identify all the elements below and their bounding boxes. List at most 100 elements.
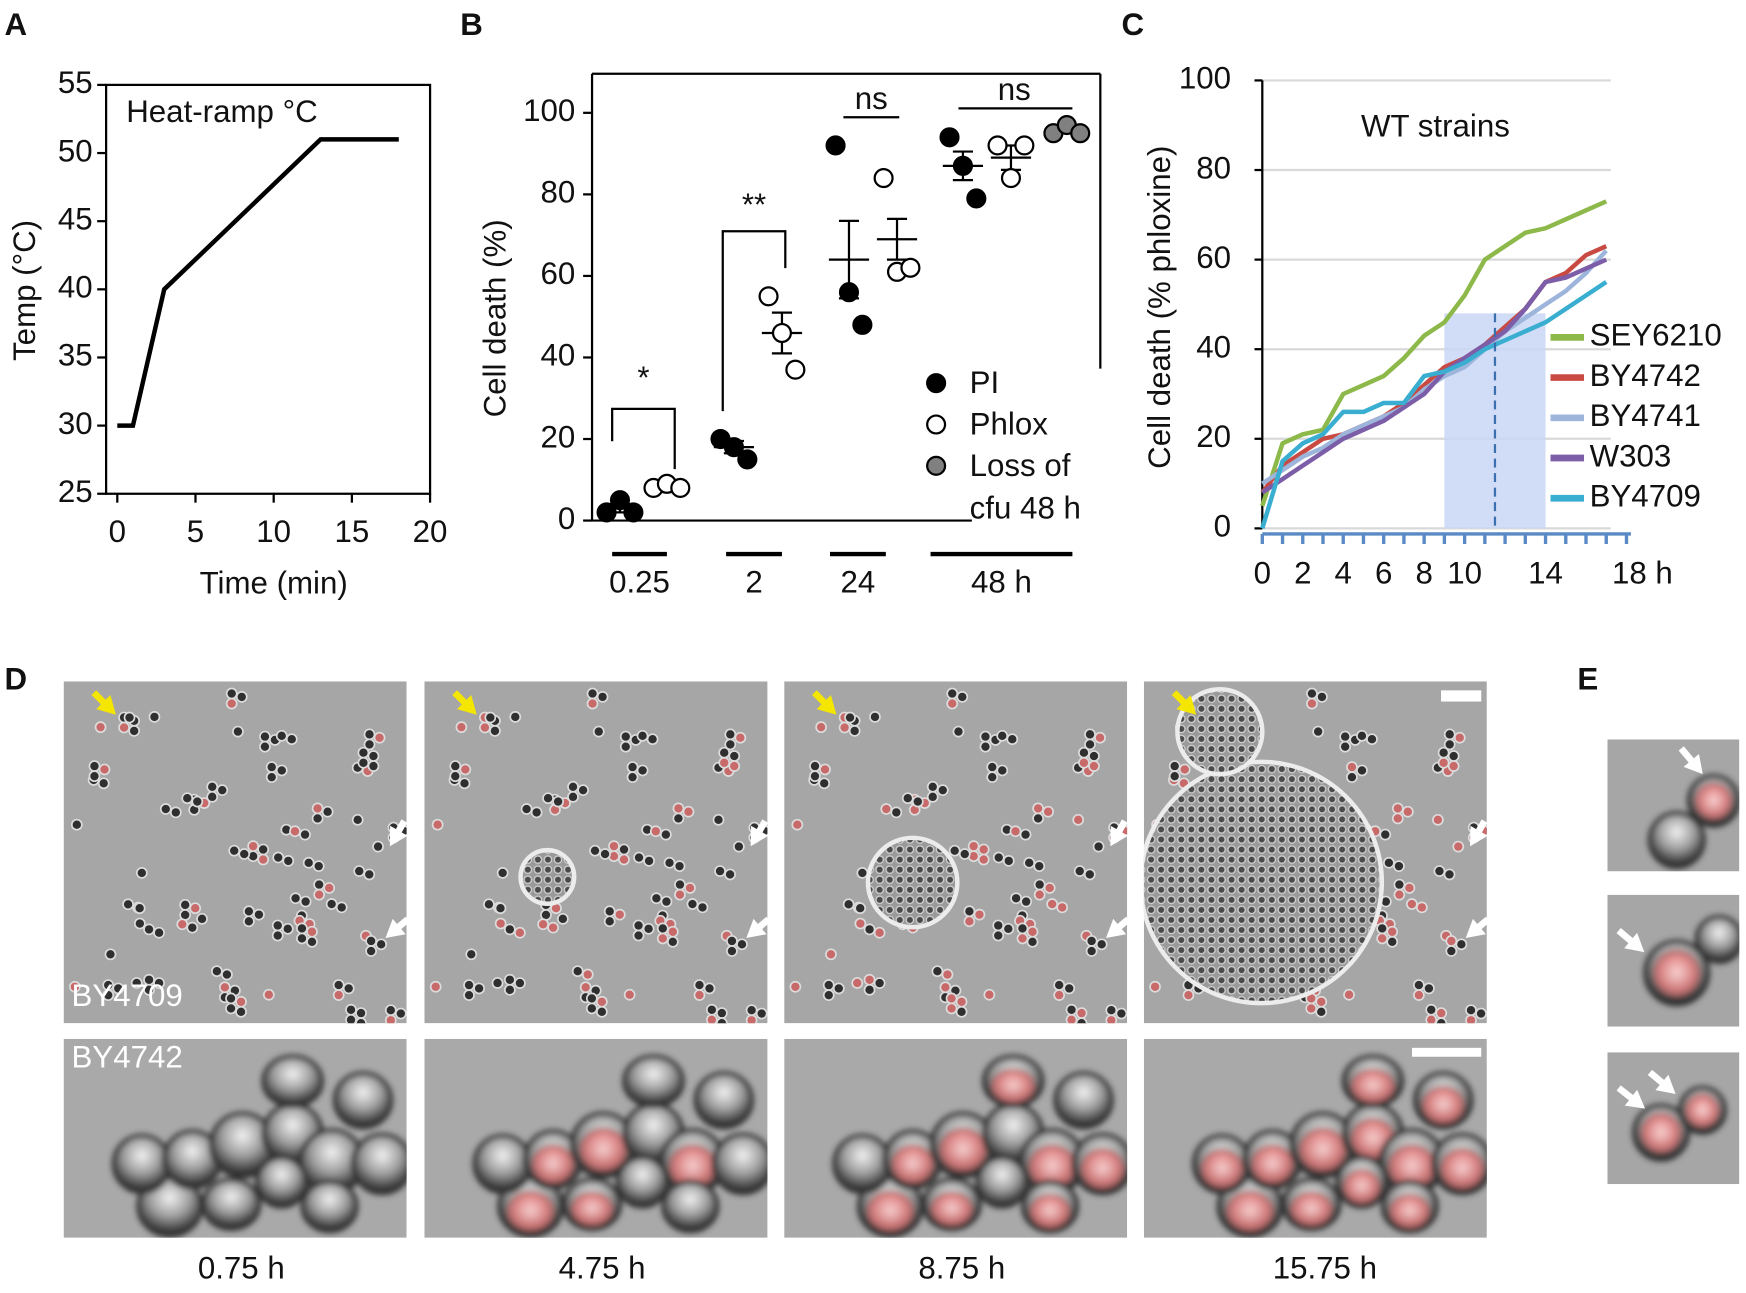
cell [936, 784, 949, 797]
cell [873, 926, 886, 939]
cell [832, 1133, 893, 1195]
data-point [758, 286, 779, 307]
cell [225, 992, 237, 1005]
cell [911, 795, 924, 808]
cell [703, 982, 716, 995]
cell [693, 1071, 755, 1130]
cell [963, 915, 976, 928]
cell [1026, 935, 1039, 948]
cell [384, 1004, 397, 1017]
cell [1009, 825, 1022, 838]
cell [1694, 914, 1740, 965]
cell [342, 982, 355, 995]
panel-label: E [1577, 662, 1598, 697]
cell [540, 909, 552, 921]
cell [711, 1132, 768, 1196]
data-point [623, 502, 644, 523]
panel-label: B [460, 7, 483, 42]
cell [724, 868, 736, 881]
cell [1432, 813, 1444, 826]
inset-image [1607, 894, 1740, 1027]
cell [1083, 868, 1096, 881]
cell [321, 805, 334, 818]
cell [586, 697, 599, 710]
cell [854, 902, 867, 915]
cell [819, 763, 831, 776]
cell [1452, 840, 1465, 853]
y-tick-label: 35 [58, 338, 93, 373]
cell [939, 981, 952, 994]
legend-label: W303 [1590, 438, 1672, 473]
stained-cell [1201, 1148, 1244, 1189]
cell [1401, 805, 1414, 818]
cell [863, 923, 876, 936]
cell [530, 806, 543, 819]
cell [1386, 935, 1399, 948]
cell [1316, 691, 1328, 703]
cell [1002, 922, 1015, 935]
x-tick-label: 6 [1375, 556, 1392, 591]
y-tick-label: 40 [541, 338, 576, 373]
x-category-label: 2 [745, 565, 762, 600]
cell-cluster [111, 1054, 407, 1238]
x-tick-label: 8 [1415, 556, 1432, 591]
cell [941, 968, 954, 981]
cell [926, 790, 939, 803]
cell [1433, 865, 1446, 877]
cell [1379, 828, 1392, 841]
cell [332, 989, 345, 1001]
cell [1046, 898, 1059, 910]
arrow-head [1176, 694, 1197, 715]
cell [901, 792, 914, 805]
cell [483, 898, 495, 911]
cell [674, 878, 686, 891]
micrograph [63, 681, 410, 1024]
cell [615, 1155, 670, 1209]
cell [1391, 802, 1404, 815]
cell [232, 725, 244, 738]
cell [201, 1177, 262, 1232]
cell [622, 1054, 685, 1109]
cell [856, 867, 869, 879]
cell [332, 1071, 394, 1130]
data-point [900, 257, 921, 278]
cell [666, 925, 679, 938]
cell [206, 790, 219, 803]
cell [473, 982, 485, 995]
legend-marker [926, 455, 947, 476]
y-tick-label: 55 [58, 65, 93, 100]
arrow-head [1110, 825, 1129, 847]
cell [608, 840, 620, 853]
cell [1072, 813, 1085, 826]
stained-cell [1640, 1112, 1682, 1153]
cell [623, 988, 636, 1001]
cell [603, 915, 616, 928]
micrograph [1143, 1038, 1487, 1238]
cell [1078, 756, 1090, 769]
cell [243, 905, 255, 918]
cell [1033, 888, 1046, 901]
cell [818, 777, 831, 790]
cell [728, 760, 741, 772]
cell [1075, 1007, 1088, 1019]
stained-cell [1351, 1068, 1395, 1104]
cell [225, 1002, 237, 1015]
y-tick-label: 20 [541, 419, 576, 454]
cell [1376, 932, 1389, 945]
cell [712, 813, 725, 826]
cell [179, 899, 192, 911]
cell [118, 721, 130, 734]
cell [235, 691, 248, 703]
cell [1315, 995, 1328, 1008]
x-tick-label: 4 [1335, 556, 1352, 591]
cell [148, 711, 161, 723]
cell [726, 945, 738, 957]
cell [945, 992, 958, 1005]
plot-frame [105, 83, 432, 495]
cell [351, 813, 364, 826]
cell [455, 721, 468, 734]
cell [926, 780, 939, 793]
cell [1033, 860, 1046, 873]
cell [282, 855, 295, 867]
cell [431, 818, 444, 831]
